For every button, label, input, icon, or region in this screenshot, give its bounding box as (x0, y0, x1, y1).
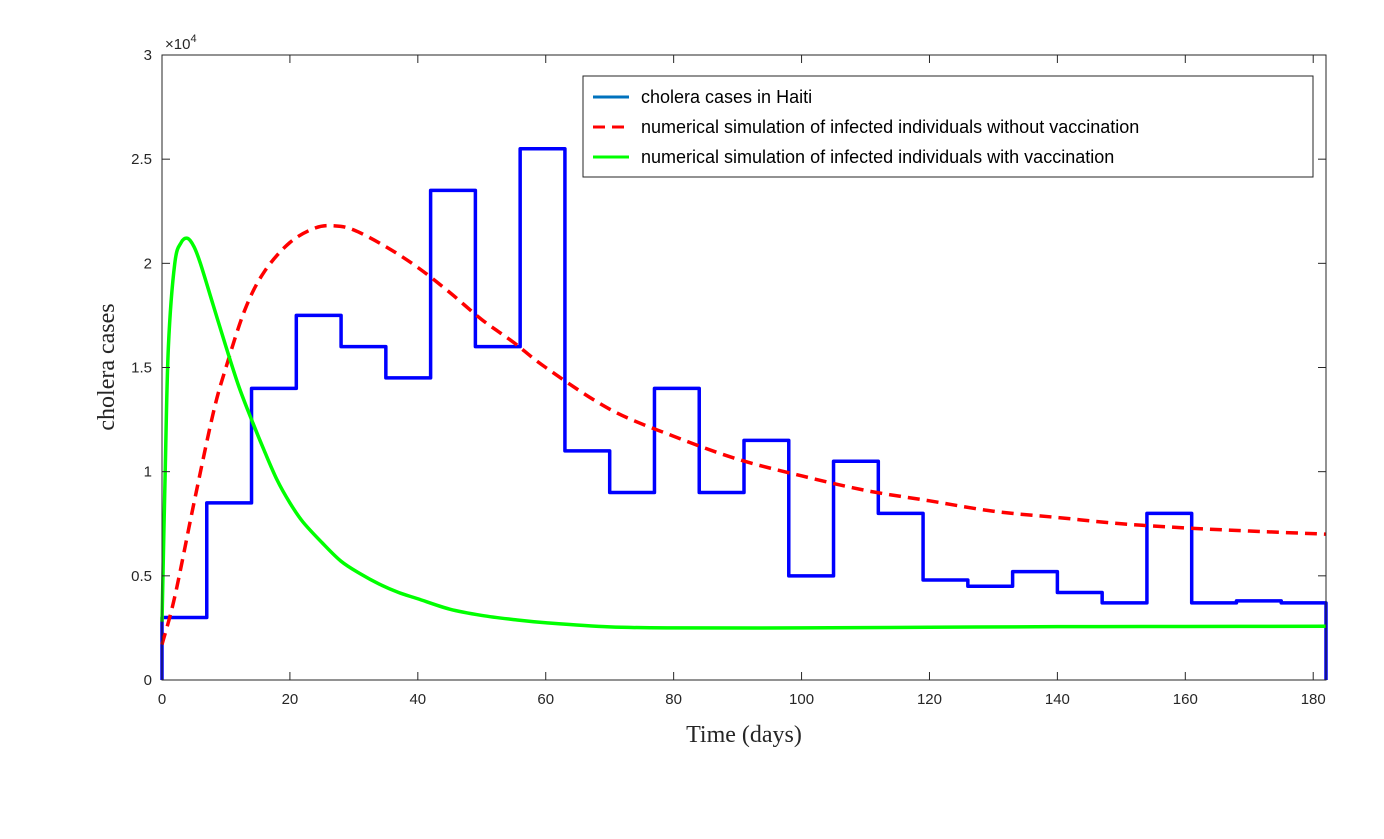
y-tick-label: 1 (144, 464, 152, 481)
x-tick-label: 100 (789, 691, 814, 708)
y-tick-label: 2 (144, 255, 152, 272)
x-tick-label: 20 (282, 691, 299, 708)
x-tick-label: 180 (1301, 691, 1326, 708)
series-without-vaccination (160, 223, 1327, 646)
x-tick-label: 60 (537, 691, 554, 708)
x-tick-label: 160 (1173, 691, 1198, 708)
y-exponent-label: ×104 (165, 33, 197, 53)
series-cholera-cases (160, 147, 1328, 680)
y-tick-label: 2.5 (131, 151, 152, 168)
y-tick-label: 3 (144, 47, 152, 64)
x-tick-label: 0 (158, 691, 166, 708)
y-tick-label: 0 (144, 672, 152, 689)
legend-label: cholera cases in Haiti (641, 87, 812, 107)
x-tick-label: 120 (917, 691, 942, 708)
y-exponent-power: 4 (190, 33, 196, 45)
x-tick-label: 40 (409, 691, 426, 708)
x-axis-title: Time (days) (686, 722, 802, 748)
y-axis-title: cholera cases (94, 303, 120, 430)
plot-series (160, 147, 1328, 680)
legend-label: numerical simulation of infected individ… (641, 147, 1114, 167)
legend-box (582, 75, 1314, 178)
x-tick-label: 80 (665, 691, 682, 708)
y-tick-label: 1.5 (131, 360, 152, 377)
axis-ticks: 0 20 40 60 80 100 120 140 160 180 0 0.5 1 1.5 2 2.5 3 (131, 47, 1326, 708)
x-tick-label: 140 (1045, 691, 1070, 708)
legend-label: numerical simulation of infected individ… (641, 117, 1139, 137)
y-exponent-base: ×10 (165, 36, 190, 53)
legend: cholera cases in Haiti numerical simulati… (582, 75, 1314, 178)
series-with-vaccination (160, 236, 1327, 630)
y-tick-label: 0.5 (131, 568, 152, 585)
